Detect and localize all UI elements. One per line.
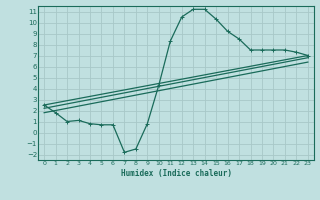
X-axis label: Humidex (Indice chaleur): Humidex (Indice chaleur) [121,169,231,178]
